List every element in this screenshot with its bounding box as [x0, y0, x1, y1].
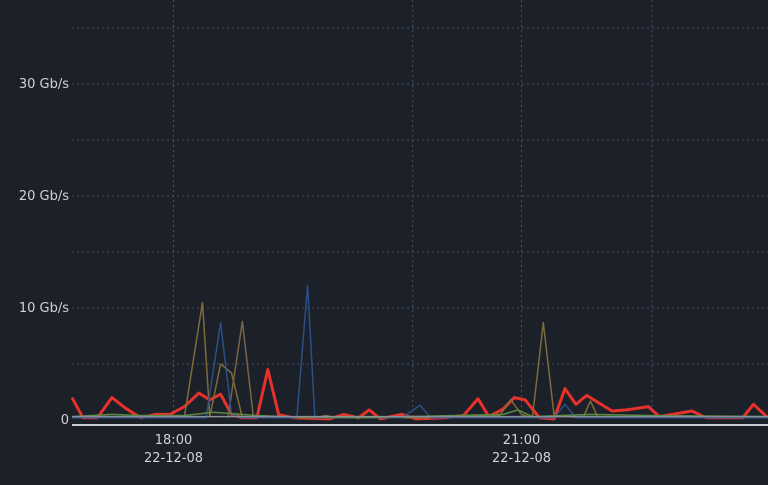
y-tick-label: 0	[61, 413, 69, 428]
x-tick-date: 22-12-08	[144, 451, 203, 466]
y-tick-label: 10 Gb/s	[19, 301, 69, 316]
series-line-4	[72, 284, 768, 419]
x-tick-time: 18:00	[155, 433, 192, 448]
y-axis-ticks: 0 10 Gb/s 20 Gb/s 30 Gb/s	[19, 77, 69, 428]
x-tick-date: 22-12-08	[492, 451, 551, 466]
y-tick-label: 20 Gb/s	[19, 189, 69, 204]
x-tick-time: 21:00	[503, 433, 540, 448]
y-tick-label: 30 Gb/s	[19, 77, 69, 92]
grid	[72, 0, 768, 420]
series-line-1	[70, 368, 768, 421]
x-axis-ticks: 18:00 22-12-08 21:00 22-12-08	[144, 433, 551, 466]
series-group	[70, 284, 768, 421]
